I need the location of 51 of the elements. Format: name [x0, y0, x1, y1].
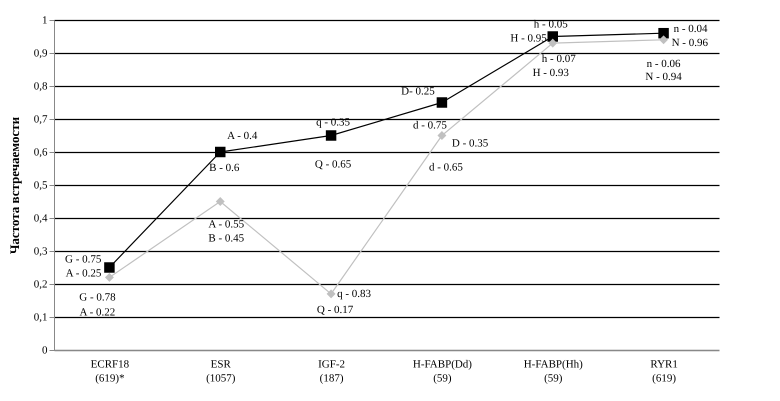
x-tick-label: ESR (1057): [206, 358, 236, 384]
y-tick-label: 0,5: [34, 180, 48, 192]
x-tick-label: H-FABP(Hh) (59): [524, 358, 584, 384]
annotation: G - 0.78: [79, 291, 116, 304]
point: [216, 197, 225, 206]
point: [548, 38, 558, 48]
y-tick-label: 0,8: [34, 80, 48, 92]
annotation: Q - 0.17: [316, 304, 354, 316]
y-axis-title: Частота встречаемости: [6, 116, 22, 254]
y-tick-label: 1: [42, 14, 48, 26]
point: [659, 35, 668, 44]
x-tick-label: RYR1 (619): [650, 358, 678, 384]
annotation: D- 0.25: [401, 86, 436, 98]
annotation: n - 0.04: [674, 23, 708, 36]
annotation: H - 0.95: [510, 32, 548, 44]
y-tick-label: 0,1: [34, 312, 48, 324]
annotation: B - 0.45: [208, 232, 245, 244]
point: [215, 146, 226, 158]
annotation: H - 0.93: [532, 67, 570, 80]
annotation: B - 0.6: [209, 162, 240, 174]
y-tick-label: 0,3: [34, 246, 48, 258]
point: [658, 28, 669, 38]
annotation: A - 0.4: [227, 130, 258, 142]
annotation: A - 0.22: [80, 306, 116, 318]
annotation: N - 0.96: [672, 37, 708, 50]
y-tick-label: 0,2: [34, 278, 48, 290]
y-tick-label: 0: [42, 344, 48, 356]
annotation: G - 0.75: [65, 254, 102, 266]
point: [326, 130, 336, 141]
point: [436, 97, 448, 108]
point: [104, 262, 115, 273]
annotation: d - 0.75: [412, 120, 448, 132]
y-tick-label: 0,6: [34, 146, 48, 158]
point: [326, 289, 336, 298]
annotation: D - 0.35: [452, 138, 489, 150]
y-tick-label: 0,7: [34, 114, 48, 126]
annotation: h - 0.07: [542, 53, 576, 66]
annotation: q - 0.83: [337, 288, 372, 300]
annotation: N - 0.94: [645, 70, 682, 83]
x-tick-label: IGF-2 (187): [318, 358, 346, 384]
annotation: d - 0.65: [428, 162, 464, 174]
y-tick-label: 0,4: [34, 212, 48, 224]
x-tick-label: H-FABP(Dd) (59): [412, 358, 472, 384]
x-tick-label: ECRF18 (619)*: [90, 358, 130, 384]
point: [437, 131, 446, 140]
annotation: Q - 0.65: [314, 158, 352, 170]
y-tick-label: 0,9: [34, 48, 48, 60]
annotation: n - 0.06: [646, 58, 682, 70]
point: [104, 272, 114, 282]
annotation: A - 0.25: [66, 268, 102, 280]
annotation: A - 0.55: [208, 218, 245, 230]
